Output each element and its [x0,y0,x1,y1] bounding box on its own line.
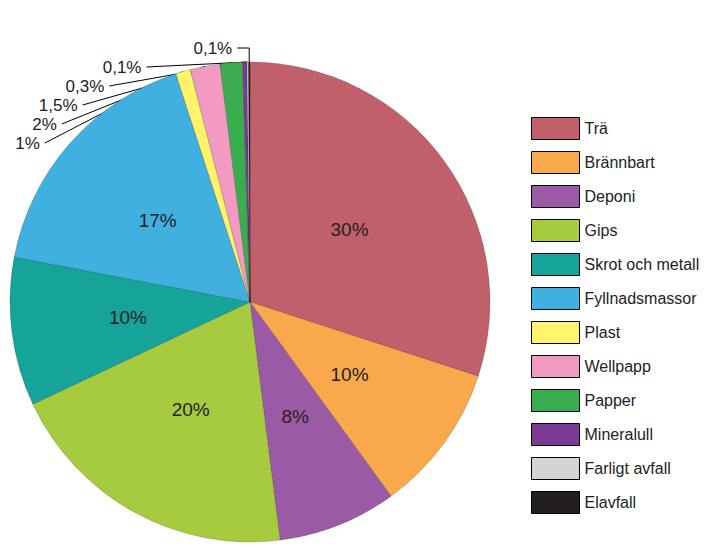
svg-text:Fyllnadsmassor: Fyllnadsmassor [585,290,698,307]
svg-text:Deponi: Deponi [585,188,636,205]
svg-text:Wellpapp: Wellpapp [585,358,652,375]
svg-text:Brännbart: Brännbart [585,154,656,171]
svg-text:0,1%: 0,1% [193,39,232,58]
svg-text:0,3%: 0,3% [66,77,105,96]
svg-text:0,1%: 0,1% [103,58,142,77]
svg-text:8%: 8% [282,406,310,427]
svg-text:20%: 20% [172,399,210,420]
svg-text:17%: 17% [139,210,177,231]
svg-text:Farligt avfall: Farligt avfall [585,460,671,477]
svg-text:1,5%: 1,5% [39,96,78,115]
svg-text:2%: 2% [32,115,57,134]
svg-text:Mineralull: Mineralull [585,426,653,443]
svg-text:10%: 10% [109,307,147,328]
svg-text:Elavfall: Elavfall [585,494,637,511]
svg-text:Trä: Trä [585,120,609,137]
svg-text:Gips: Gips [585,222,618,239]
svg-text:Plast: Plast [585,324,621,341]
svg-text:10%: 10% [330,364,368,385]
svg-text:1%: 1% [15,134,40,153]
svg-text:Skrot och metall: Skrot och metall [585,256,700,273]
svg-text:30%: 30% [330,219,368,240]
svg-text:Papper: Papper [585,392,637,409]
